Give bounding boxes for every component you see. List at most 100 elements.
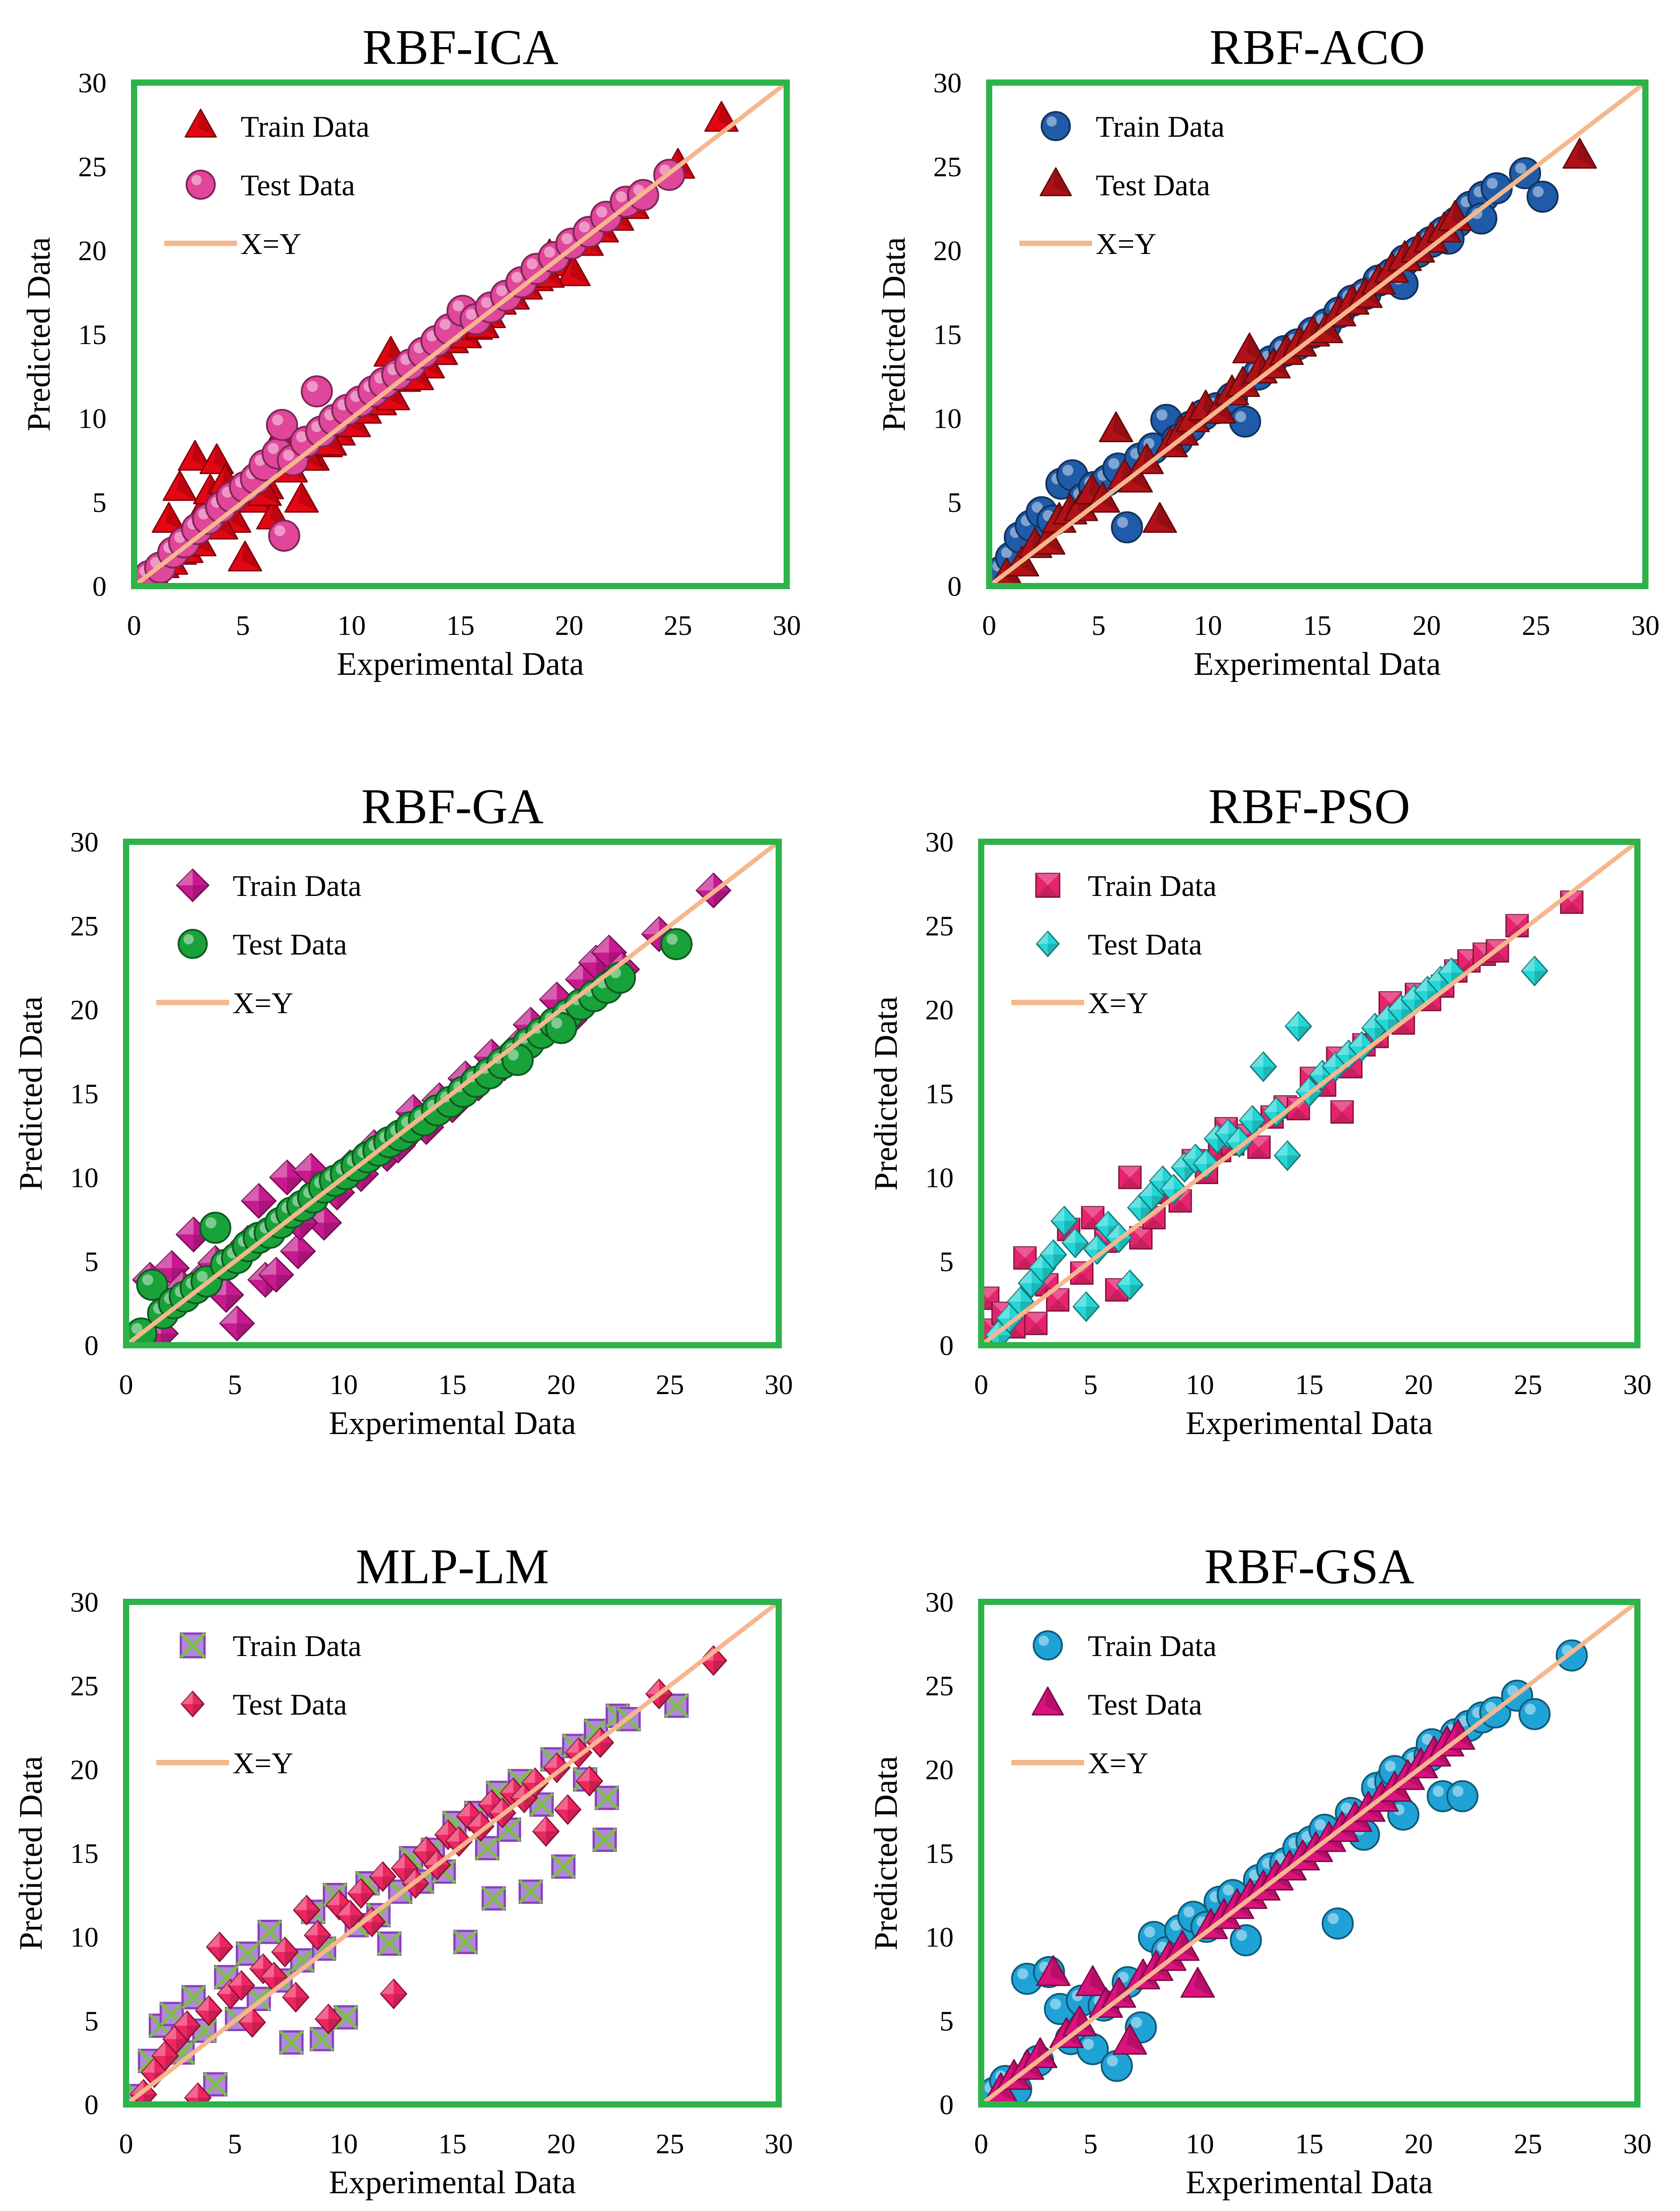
y-axis-label: Predicted Data xyxy=(13,1756,49,1950)
data-point xyxy=(1101,2050,1133,2082)
data-point xyxy=(501,1044,534,1076)
legend-item: Train Data xyxy=(179,1629,361,1663)
data-point xyxy=(380,1978,408,2009)
chart-mlp-lm: MLP-LM 0 5 10 15 20 25 30 0 5 10 15 20 25 30 Experiment… xyxy=(13,1539,793,2201)
x-tick-label: 15 xyxy=(438,2128,467,2159)
legend-item: Test Data xyxy=(1039,167,1210,202)
y-tick-label: 15 xyxy=(78,319,107,350)
x-tick-label: 30 xyxy=(765,2128,793,2159)
data-point xyxy=(268,519,301,552)
data-point xyxy=(1249,1051,1277,1082)
data-point xyxy=(358,1906,386,1938)
data-point xyxy=(1072,1291,1100,1322)
y-tick-label: 0 xyxy=(947,571,962,602)
series-test-data xyxy=(990,138,1597,586)
data-point xyxy=(1061,1227,1089,1259)
plot-marks xyxy=(989,83,1645,586)
data-point xyxy=(1050,1205,1078,1237)
data-point xyxy=(551,1854,576,1879)
data-point xyxy=(1099,411,1133,442)
data-point xyxy=(1181,1967,1215,1998)
x-tick-label: 10 xyxy=(329,1369,358,1400)
legend-label: Train Data xyxy=(1096,110,1224,143)
data-point xyxy=(1077,2033,1109,2065)
y-tick-label: 30 xyxy=(70,826,99,858)
y-tick-label: 10 xyxy=(933,403,962,434)
x-tick-label: 5 xyxy=(1083,2128,1098,2159)
legend-marker xyxy=(1031,1686,1064,1716)
legend-item: X=Y xyxy=(164,227,301,261)
data-point xyxy=(279,2030,304,2055)
x-tick-label: 10 xyxy=(337,610,366,641)
y-tick-label: 25 xyxy=(925,1670,954,1702)
y-tick-label: 20 xyxy=(925,1754,954,1785)
chart-title: RBF-ACO xyxy=(1209,20,1425,75)
plot-marks xyxy=(134,83,787,586)
data-point xyxy=(284,482,319,513)
x-tick-label: 0 xyxy=(982,610,996,641)
legend: Train Data Test Data X=Y xyxy=(1011,869,1216,1020)
legend-label: X=Y xyxy=(233,986,293,1020)
data-point xyxy=(1028,1252,1056,1284)
data-point xyxy=(481,1886,506,1911)
legend-label: X=Y xyxy=(241,227,301,261)
x-tick-label: 0 xyxy=(974,2128,988,2159)
legend-item: Train Data xyxy=(1041,110,1224,143)
data-point xyxy=(241,1183,277,1219)
legend-label: Train Data xyxy=(233,1629,361,1663)
plot-marks xyxy=(126,842,779,1345)
y-axis-label: Predicted Data xyxy=(21,237,57,432)
identity-line xyxy=(134,83,787,586)
data-point xyxy=(1526,180,1559,213)
legend-marker xyxy=(1039,167,1072,196)
legend-marker xyxy=(1035,872,1061,898)
x-axis-label: Experimental Data xyxy=(337,646,584,682)
y-axis-label: Predicted Data xyxy=(876,237,912,432)
data-point xyxy=(1446,1780,1478,1812)
x-tick-label: 0 xyxy=(127,610,141,641)
y-tick-label: 20 xyxy=(925,994,954,1026)
plot-marks xyxy=(981,842,1637,1345)
data-point xyxy=(453,1930,478,1954)
legend-item: X=Y xyxy=(156,1746,293,1780)
y-tick-label: 0 xyxy=(92,571,107,602)
legend-label: Test Data xyxy=(1088,927,1202,961)
data-point xyxy=(1263,1096,1291,1128)
legend: Train Data Test Data X=Y xyxy=(1011,1629,1216,1780)
y-tick-label: 25 xyxy=(78,151,107,182)
y-tick-label: 30 xyxy=(933,67,962,99)
data-point xyxy=(532,1816,560,1847)
data-point xyxy=(1229,405,1261,438)
x-axis-label: Experimental Data xyxy=(1186,2164,1433,2201)
y-tick-label: 5 xyxy=(947,487,962,518)
chart-title: RBF-PSO xyxy=(1208,779,1410,834)
x-tick-label: 15 xyxy=(1295,1369,1323,1400)
x-axis-label: Experimental Data xyxy=(329,2164,576,2201)
identity-line xyxy=(989,83,1645,586)
x-tick-label: 25 xyxy=(664,610,692,641)
data-point xyxy=(521,1767,549,1799)
x-tick-label: 0 xyxy=(119,2128,133,2159)
legend-marker xyxy=(180,1690,205,1718)
data-point xyxy=(301,375,333,408)
data-point xyxy=(604,962,636,994)
y-tick-label: 5 xyxy=(84,2005,99,2037)
y-tick-label: 15 xyxy=(933,319,962,350)
data-point xyxy=(195,1995,223,2026)
legend-item: X=Y xyxy=(1011,986,1149,1020)
y-tick-label: 15 xyxy=(925,1838,954,1869)
y-tick-label: 5 xyxy=(939,2005,954,2037)
legend-marker xyxy=(175,868,210,903)
x-tick-label: 25 xyxy=(1514,2128,1542,2159)
data-point xyxy=(347,1878,375,1909)
legend: Train Data Test Data X=Y xyxy=(156,868,361,1020)
x-tick-label: 15 xyxy=(1303,610,1331,641)
legend-item: Test Data xyxy=(186,168,355,202)
chart-title: RBF-GSA xyxy=(1204,1539,1414,1594)
data-point xyxy=(1518,1698,1551,1730)
x-tick-label: 5 xyxy=(228,2128,242,2159)
data-point xyxy=(519,1879,543,1904)
x-tick-label: 5 xyxy=(1083,1369,1098,1400)
y-tick-label: 5 xyxy=(84,1246,99,1277)
data-point xyxy=(1024,1312,1048,1335)
